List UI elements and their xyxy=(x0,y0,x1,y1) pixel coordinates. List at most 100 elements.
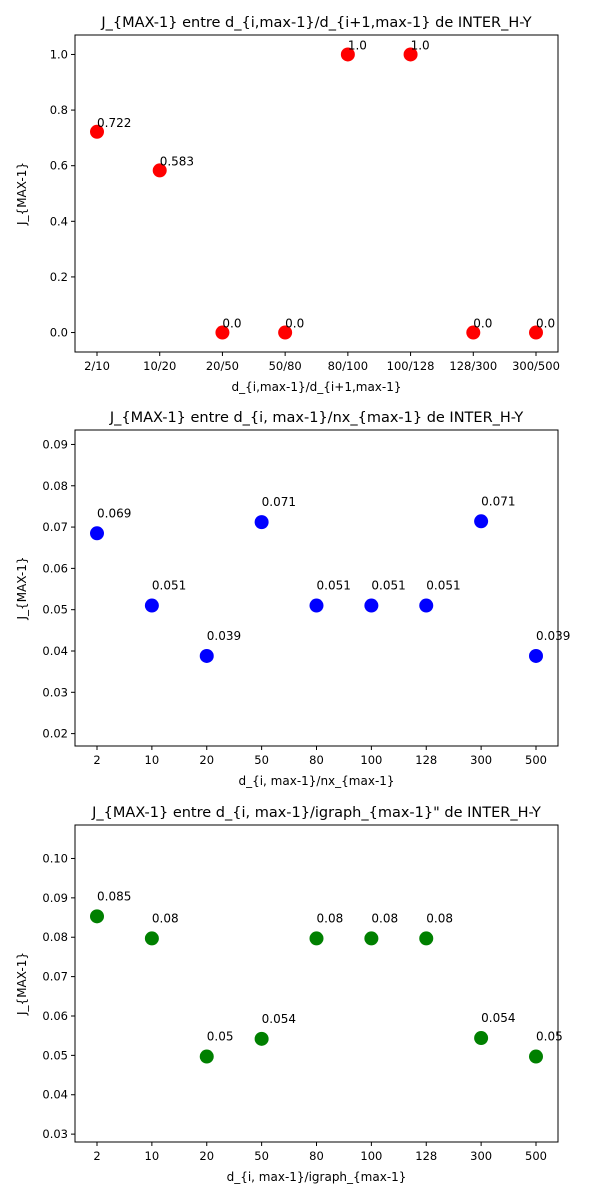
data-label: 0.071 xyxy=(262,495,296,509)
x-tick-label: 20 xyxy=(199,753,214,767)
y-tick-label: 0.07 xyxy=(42,520,68,534)
data-label: 0.051 xyxy=(426,579,460,593)
data-point xyxy=(403,47,418,62)
y-tick-label: 0.07 xyxy=(42,970,68,984)
data-point xyxy=(152,163,167,178)
x-axis-label: d_{i,max-1}/d_{i+1,max-1} xyxy=(231,380,401,394)
x-tick-label: 10 xyxy=(145,1149,160,1163)
data-label: 1.0 xyxy=(348,38,367,52)
data-point xyxy=(90,526,104,541)
chart-panel-2: J_{MAX-1} entre d_{i, max-1}/nx_{max-1} … xyxy=(15,410,570,788)
data-label: 0.08 xyxy=(426,911,453,925)
x-axis-label: d_{i, max-1}/nx_{max-1} xyxy=(238,774,394,788)
data-point xyxy=(529,1049,543,1064)
data-label: 0.071 xyxy=(481,494,515,508)
y-tick-label: 0.8 xyxy=(50,103,68,117)
y-tick-label: 0.2 xyxy=(50,270,68,284)
x-tick-label: 50/80 xyxy=(269,359,302,373)
data-point xyxy=(529,648,543,663)
data-label: 0.085 xyxy=(97,889,131,903)
data-point xyxy=(144,931,159,946)
data-point xyxy=(466,325,481,340)
data-point xyxy=(144,598,159,613)
data-label: 0.039 xyxy=(207,629,241,643)
data-label: 0.08 xyxy=(317,911,344,925)
data-point xyxy=(419,931,434,946)
x-tick-label: 10/20 xyxy=(143,359,176,373)
y-tick-label: 0.04 xyxy=(42,1088,68,1102)
data-label: 0.05 xyxy=(207,1030,234,1044)
x-tick-label: 500 xyxy=(525,1149,547,1163)
y-tick-label: 0.03 xyxy=(42,1127,68,1141)
data-label: 0.054 xyxy=(262,1012,296,1026)
y-tick-label: 0.03 xyxy=(42,685,68,699)
x-tick-label: 128 xyxy=(415,753,437,767)
data-label: 0.05 xyxy=(536,1030,563,1044)
data-point xyxy=(309,931,324,946)
y-axis-label: J_{MAX-1} xyxy=(15,162,29,226)
y-axis-label: J_{MAX-1} xyxy=(15,557,29,621)
data-label: 1.0 xyxy=(411,38,430,52)
data-point xyxy=(529,325,543,340)
data-point xyxy=(90,909,104,924)
x-tick-label: 80 xyxy=(309,1149,324,1163)
x-tick-label: 80 xyxy=(309,753,324,767)
y-tick-label: 0.0 xyxy=(50,326,68,340)
x-tick-label: 300 xyxy=(470,1149,492,1163)
data-point xyxy=(199,648,214,663)
x-tick-label: 2 xyxy=(93,1149,100,1163)
chart-title: J_{MAX-1} entre d_{i, max-1}/nx_{max-1} … xyxy=(109,410,523,426)
data-label: 0.0 xyxy=(536,317,555,331)
data-label: 0.08 xyxy=(371,911,398,925)
data-point xyxy=(474,1031,489,1046)
data-label: 0.054 xyxy=(481,1011,515,1025)
x-tick-label: 100 xyxy=(360,1149,382,1163)
y-tick-label: 0.05 xyxy=(42,603,68,617)
data-point xyxy=(364,931,379,946)
y-tick-label: 0.05 xyxy=(42,1048,68,1062)
y-tick-label: 0.08 xyxy=(42,930,68,944)
y-tick-label: 0.09 xyxy=(42,437,68,451)
x-tick-label: 100 xyxy=(360,753,382,767)
y-tick-label: 0.10 xyxy=(42,851,68,865)
data-label: 0.08 xyxy=(152,911,179,925)
data-point xyxy=(364,598,379,613)
data-label: 0.039 xyxy=(536,629,570,643)
y-tick-label: 1.0 xyxy=(50,47,68,61)
x-tick-label: 128 xyxy=(415,1149,437,1163)
x-tick-label: 20/50 xyxy=(206,359,239,373)
y-tick-label: 0.06 xyxy=(42,561,68,575)
y-tick-label: 0.06 xyxy=(42,1009,68,1023)
x-tick-label: 2/10 xyxy=(84,359,110,373)
x-tick-label: 300 xyxy=(470,753,492,767)
x-tick-label: 20 xyxy=(199,1149,214,1163)
x-tick-label: 500 xyxy=(525,753,547,767)
data-label: 0.0 xyxy=(222,317,241,331)
x-tick-label: 80/100 xyxy=(328,359,368,373)
data-label: 0.051 xyxy=(371,579,405,593)
y-tick-label: 0.09 xyxy=(42,891,68,905)
x-tick-label: 300/500 xyxy=(512,359,560,373)
data-label: 0.583 xyxy=(160,154,194,168)
y-axis-label: J_{MAX-1} xyxy=(15,952,29,1016)
x-tick-label: 2 xyxy=(93,753,100,767)
data-point xyxy=(474,514,489,529)
data-point xyxy=(254,1031,269,1046)
y-tick-label: 0.04 xyxy=(42,644,68,658)
chart-panel-3: J_{MAX-1} entre d_{i, max-1}/igraph_{max… xyxy=(15,805,563,1184)
x-tick-label: 10 xyxy=(145,753,160,767)
data-label: 0.0 xyxy=(473,317,492,331)
chart-title: J_{MAX-1} entre d_{i,max-1}/d_{i+1,max-1… xyxy=(100,15,531,31)
data-point xyxy=(278,325,293,340)
data-label: 0.722 xyxy=(97,116,131,130)
chart-title: J_{MAX-1} entre d_{i, max-1}/igraph_{max… xyxy=(91,805,541,821)
data-label: 0.051 xyxy=(317,579,351,593)
data-point xyxy=(90,124,104,139)
data-label: 0.0 xyxy=(285,317,304,331)
data-point xyxy=(215,325,230,340)
y-tick-label: 0.4 xyxy=(50,214,68,228)
data-label: 0.051 xyxy=(152,579,186,593)
data-point xyxy=(340,47,355,62)
x-tick-label: 100/128 xyxy=(387,359,435,373)
